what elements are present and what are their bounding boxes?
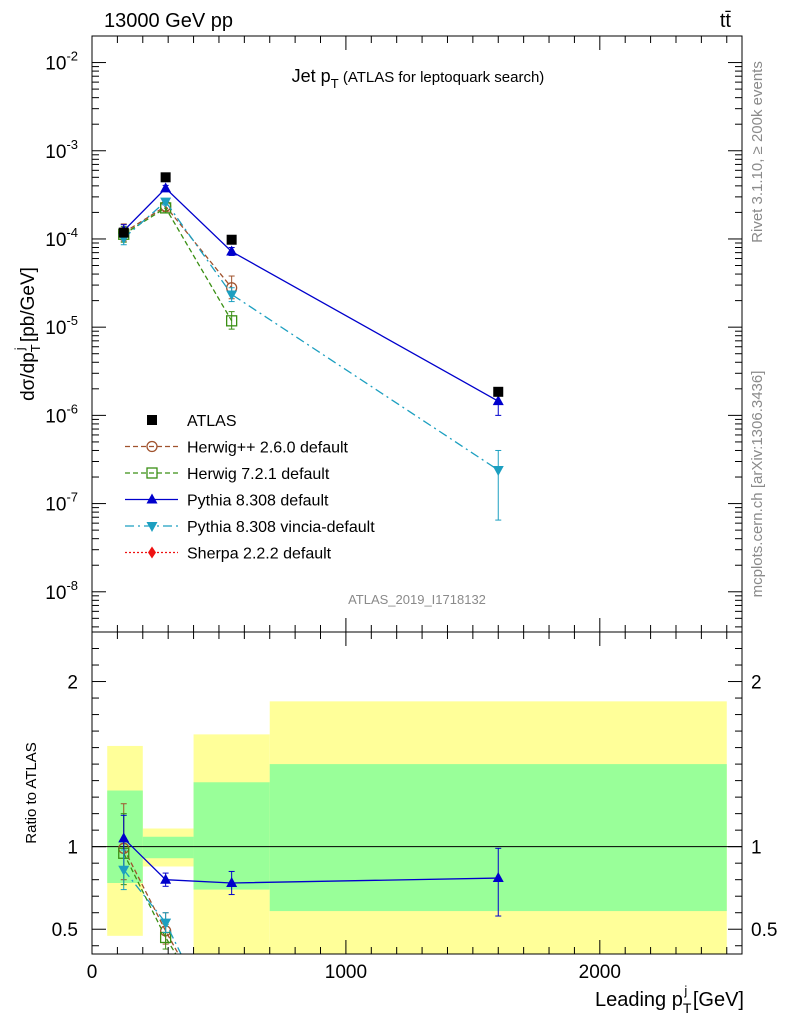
ratio-y-label: Ratio to ATLAS xyxy=(23,742,40,843)
atlas-point-0 xyxy=(118,227,129,238)
ratio-point-3-1 xyxy=(160,918,172,929)
atlas-point-2 xyxy=(226,234,237,245)
ratio-point-2-2 xyxy=(226,876,238,887)
legend-marker-5 xyxy=(148,546,156,559)
legend: ATLAS Herwig++ 2.6.0 default Herwig 7.2.1 … xyxy=(125,413,375,563)
main-panel: 10-8 10-7 10-6 10-5 10-4 10-3 10-2 Jet pT (ATL… xyxy=(12,35,743,633)
ratio-y-tick-label-2: 2 xyxy=(67,673,78,694)
ratio-y-tick-label-right-0: 0.5 xyxy=(751,920,777,941)
legend-marker-2 xyxy=(146,467,158,479)
legend-label-1: Herwig++ 2.6.0 default xyxy=(187,440,349,457)
ratio-line-3 xyxy=(123,869,182,954)
ratio-point-2-1 xyxy=(160,873,172,884)
data-point-3-2 xyxy=(226,245,238,256)
x-axis-label: Leading pTj [GeV] xyxy=(595,983,744,1016)
data-point-4-1 xyxy=(160,197,172,208)
ratio-point-3-0 xyxy=(118,865,130,876)
ratio-y-tick-label-0: 0.5 xyxy=(52,920,78,941)
chart-title: Jet pT (ATLAS for leptoquark search) xyxy=(292,66,545,91)
data-point-3-1 xyxy=(160,182,172,193)
legend-label-5: Sherpa 2.2.2 default xyxy=(187,546,332,563)
ratio-y-tick-label-1: 1 xyxy=(67,838,78,859)
ratio-point-2-0 xyxy=(118,832,130,843)
data-point-2-2 xyxy=(225,315,238,327)
series-line-4 xyxy=(123,200,499,471)
legend-marker-4 xyxy=(146,522,158,532)
series-line-3 xyxy=(123,187,499,402)
ratio-line-2 xyxy=(123,837,499,884)
ratio-panel: 0.5 0.5 1 1 2 2 0 1000 2000 Ratio to ATLAS Leadi… xyxy=(23,631,777,1016)
atlas-point-3 xyxy=(493,386,504,397)
legend-marker-0 xyxy=(147,415,157,425)
data-point-4-2 xyxy=(226,290,238,301)
y-tick-label-0: 10-8 xyxy=(45,578,78,604)
y-tick-label-5: 10-3 xyxy=(45,137,78,163)
y-tick-label-1: 10-7 xyxy=(45,490,78,516)
final-state-label: tt̄ xyxy=(720,10,732,32)
legend-marker-3 xyxy=(146,493,158,504)
y-tick-label-2: 10-6 xyxy=(45,401,78,427)
y-tick-label-6: 10-2 xyxy=(45,49,78,75)
y-tick-label-3: 10-5 xyxy=(45,313,78,339)
process-label: 13000 GeV pp xyxy=(104,10,233,32)
uncertainty-band-green-1 xyxy=(142,836,194,859)
legend-marker-1 xyxy=(146,440,158,453)
ratio-y-tick-label-right-1: 1 xyxy=(751,838,762,859)
x-tick-label-0: 0 xyxy=(87,962,98,983)
legend-label-2: Herwig 7.2.1 default xyxy=(187,466,330,483)
y-axis-label: dσ/dpTj [pb/GeV] xyxy=(12,267,43,401)
ratio-y-tick-label-right-2: 2 xyxy=(751,673,762,694)
ratio-frame xyxy=(91,631,743,955)
x-tick-label-2: 2000 xyxy=(579,962,621,983)
main-frame xyxy=(91,35,743,633)
data-point-4-3 xyxy=(492,466,504,477)
analysis-id-label: ATLAS_2019_I1718132 xyxy=(348,592,486,607)
rivet-label: Rivet 3.1.10, ≥ 200k events xyxy=(749,61,766,243)
x-tick-label-1: 1000 xyxy=(325,962,367,983)
ratio-point-2-3 xyxy=(492,872,504,883)
atlas-point-1 xyxy=(160,172,171,183)
legend-label-4: Pythia 8.308 vincia-default xyxy=(187,519,375,536)
data-point-3-3 xyxy=(492,395,504,406)
y-tick-label-4: 10-4 xyxy=(45,225,78,251)
legend-label-0: ATLAS xyxy=(187,413,237,430)
mcplots-label: mcplots.cern.ch [arXiv:1306.3436] xyxy=(749,371,766,598)
legend-label-3: Pythia 8.308 default xyxy=(187,493,329,510)
